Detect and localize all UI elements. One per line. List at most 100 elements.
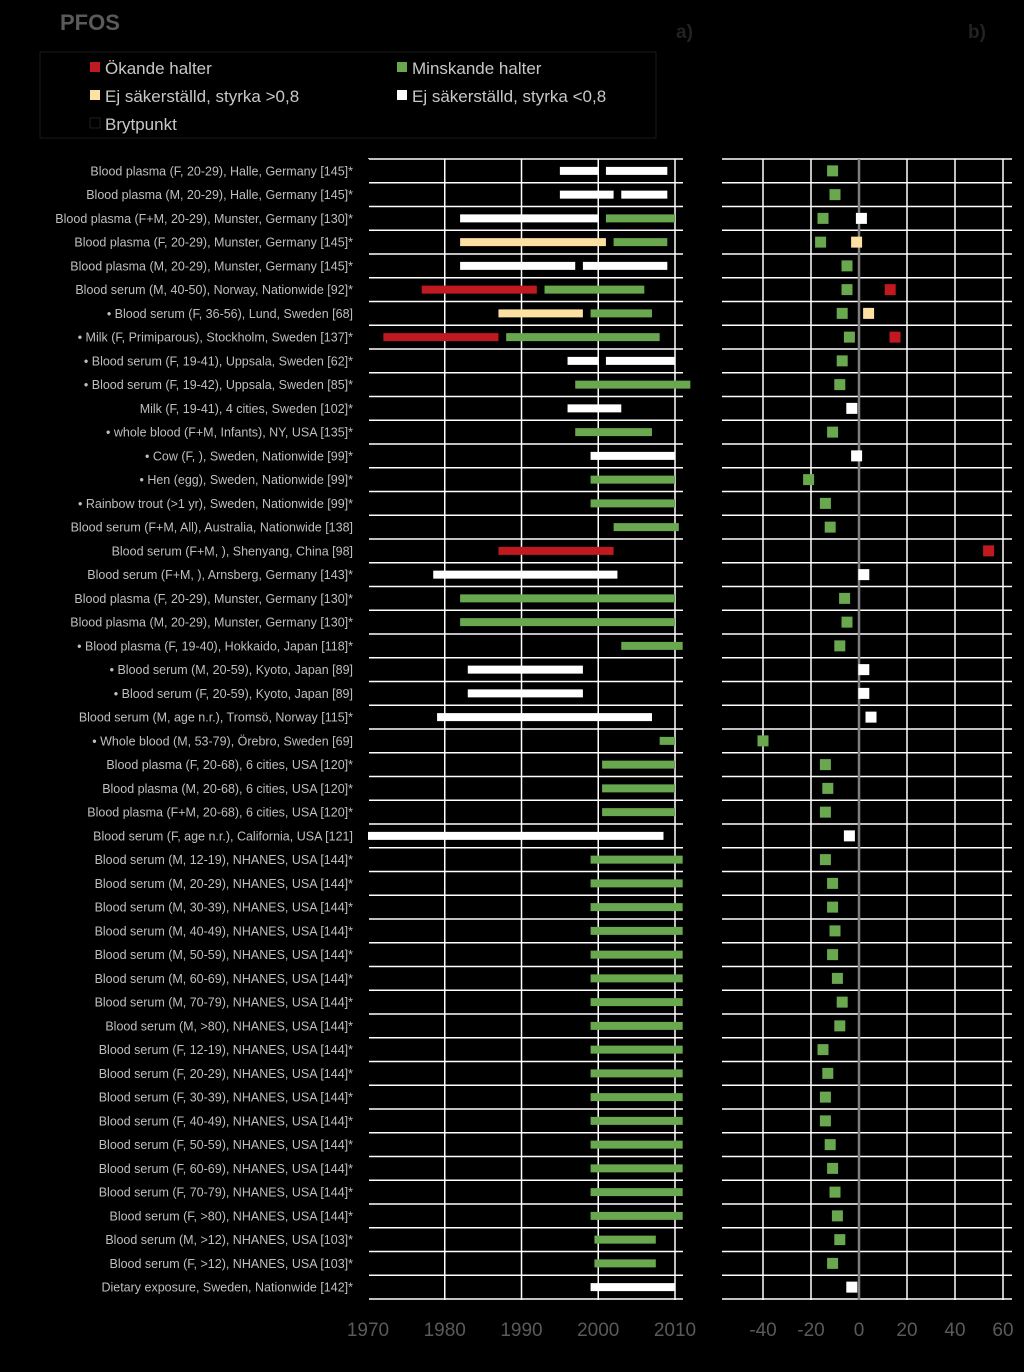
change-marker-decreasing bbox=[829, 1186, 841, 1198]
period-bar-decreasing bbox=[590, 974, 683, 983]
period-bar-decreasing bbox=[594, 1259, 656, 1268]
change-marker-decreasing bbox=[841, 616, 853, 628]
change-marker-ns_weak bbox=[846, 1281, 858, 1293]
legend-swatch-breakpoint bbox=[89, 117, 101, 129]
panel-b-tick-label: 40 bbox=[944, 1320, 965, 1341]
period-bar-decreasing bbox=[590, 499, 675, 508]
change-marker-decreasing bbox=[834, 379, 846, 391]
period-bar-decreasing bbox=[590, 879, 683, 888]
row-label: • Blood serum (M, 20-59), Kyoto, Japan [… bbox=[110, 663, 353, 677]
period-bar-decreasing bbox=[460, 618, 675, 627]
row-label: Dietary exposure, Sweden, Nationwide [14… bbox=[101, 1281, 353, 1295]
legend-swatch-ns-strong bbox=[90, 90, 100, 100]
period-bar-increasing bbox=[383, 333, 499, 342]
row-label: Blood serum (F, 70-79), NHANES, USA [144… bbox=[99, 1186, 353, 1200]
change-marker-decreasing bbox=[819, 1091, 831, 1103]
period-bar-decreasing bbox=[613, 238, 668, 247]
panel-b-markers bbox=[757, 165, 995, 1293]
change-marker-decreasing bbox=[817, 212, 829, 224]
period-bar-decreasing bbox=[575, 380, 691, 389]
legend-label-ns-weak: Ej säkerställd, styrka <0,8 bbox=[412, 87, 606, 106]
change-marker-ns_weak bbox=[851, 450, 863, 462]
period-bar-ns_weak bbox=[621, 190, 668, 199]
period-bar-decreasing bbox=[590, 903, 683, 912]
change-marker-decreasing bbox=[831, 972, 843, 984]
period-bar-ns_weak bbox=[567, 356, 599, 365]
panel-b-tick-label: 0 bbox=[854, 1320, 865, 1341]
period-bar-ns_strong bbox=[460, 238, 606, 247]
row-label: Blood serum (M, 40-50), Norway, Nationwi… bbox=[75, 283, 353, 297]
change-marker-decreasing bbox=[819, 806, 831, 818]
legend-label-decreasing: Minskande halter bbox=[412, 59, 542, 78]
row-label: Blood serum (M, 60-69), NHANES, USA [144… bbox=[95, 972, 354, 986]
row-label: • Milk (F, Primiparous), Stockholm, Swed… bbox=[78, 331, 353, 345]
change-marker-increasing bbox=[884, 284, 896, 296]
change-marker-decreasing bbox=[803, 474, 815, 486]
panel-a-tick-label: 1970 bbox=[347, 1320, 389, 1341]
period-bar-decreasing bbox=[590, 309, 652, 318]
period-bar-ns_weak bbox=[559, 190, 614, 199]
change-marker-ns_strong bbox=[851, 236, 863, 248]
change-marker-decreasing bbox=[834, 1234, 846, 1246]
period-bar-decreasing bbox=[659, 736, 675, 745]
row-label: Blood serum (M, 40-49), NHANES, USA [144… bbox=[95, 924, 354, 938]
period-bar-ns_weak bbox=[567, 404, 622, 413]
row-label: Blood serum (M, age n.r.), Tromsö, Norwa… bbox=[79, 711, 353, 725]
legend-label-ns-strong: Ej säkerställd, styrka >0,8 bbox=[105, 87, 299, 106]
legend-label-breakpoint: Brytpunkt bbox=[105, 115, 177, 134]
period-bar-increasing bbox=[421, 285, 537, 294]
period-bar-ns_weak bbox=[368, 831, 664, 840]
row-label: Blood serum (F, 60-69), NHANES, USA [144… bbox=[99, 1162, 353, 1176]
panel-a-tick-label: 2010 bbox=[654, 1320, 696, 1341]
row-label: • Cow (F, ), Sweden, Nationwide [99]* bbox=[145, 449, 353, 463]
change-marker-increasing bbox=[889, 331, 901, 343]
change-marker-decreasing bbox=[822, 782, 834, 794]
row-label: Blood plasma (F, 20-29), Munster, German… bbox=[74, 592, 353, 606]
row-label: Blood serum (F, >80), NHANES, USA [144]* bbox=[109, 1209, 353, 1223]
change-marker-decreasing bbox=[817, 1044, 829, 1056]
row-label: Blood plasma (M, 20-29), Halle, Germany … bbox=[86, 188, 353, 202]
panel-b-tick-label: 20 bbox=[896, 1320, 917, 1341]
period-bar-decreasing bbox=[602, 784, 675, 793]
change-marker-ns_weak bbox=[858, 687, 870, 699]
row-label: • Whole blood (M, 53-79), Örebro, Sweden… bbox=[92, 734, 353, 748]
change-marker-decreasing bbox=[836, 996, 848, 1008]
change-marker-ns_weak bbox=[865, 711, 877, 723]
row-label: Blood serum (M, 50-59), NHANES, USA [144… bbox=[95, 948, 354, 962]
row-label: Blood serum (F+M, ), Arnsberg, Germany [… bbox=[87, 568, 353, 582]
period-bar-decreasing bbox=[602, 760, 675, 769]
row-label: Blood serum (M, >80), NHANES, USA [144]* bbox=[105, 1019, 353, 1033]
change-marker-decreasing bbox=[834, 640, 846, 652]
period-bar-decreasing bbox=[590, 1093, 683, 1102]
period-bar-ns_weak bbox=[467, 689, 583, 698]
period-bar-decreasing bbox=[590, 950, 683, 959]
row-label: Milk (F, 19-41), 4 cities, Sweden [102]* bbox=[140, 402, 353, 416]
change-marker-decreasing bbox=[839, 592, 851, 604]
change-marker-decreasing bbox=[827, 426, 839, 438]
row-label: • Blood serum (F, 19-41), Uppsala, Swede… bbox=[84, 354, 353, 368]
change-marker-decreasing bbox=[827, 1162, 839, 1174]
period-bar-ns_weak bbox=[590, 451, 675, 460]
legend: Ökande halter Minskande halter Ej säkers… bbox=[39, 51, 657, 139]
row-label: Blood plasma (M, 20-29), Munster, German… bbox=[70, 616, 353, 630]
row-label: Blood plasma (F+M, 20-68), 6 cities, USA… bbox=[87, 806, 353, 820]
change-marker-ns_weak bbox=[855, 212, 867, 224]
panel-a-tick-label: 1980 bbox=[424, 1320, 466, 1341]
row-label: Blood plasma (F, 20-68), 6 cities, USA [… bbox=[106, 758, 353, 772]
change-marker-decreasing bbox=[757, 735, 769, 747]
period-bar-decreasing bbox=[590, 1045, 683, 1054]
period-bar-decreasing bbox=[590, 1116, 683, 1125]
change-marker-decreasing bbox=[819, 1115, 831, 1127]
period-bar-decreasing bbox=[590, 1188, 683, 1197]
row-label: Blood serum (M, 20-29), NHANES, USA [144… bbox=[95, 877, 354, 891]
period-bar-decreasing bbox=[605, 214, 675, 223]
change-marker-decreasing bbox=[827, 165, 839, 177]
change-marker-decreasing bbox=[829, 189, 841, 201]
period-bar-ns_weak bbox=[433, 570, 618, 579]
legend-swatch-decreasing bbox=[397, 62, 407, 72]
change-marker-decreasing bbox=[836, 355, 848, 367]
row-label: Blood plasma (F, 20-29), Halle, Germany … bbox=[90, 164, 353, 178]
change-marker-decreasing bbox=[819, 497, 831, 509]
row-label: Blood serum (F+M, All), Australia, Natio… bbox=[71, 521, 353, 535]
change-marker-ns_weak bbox=[846, 402, 858, 414]
